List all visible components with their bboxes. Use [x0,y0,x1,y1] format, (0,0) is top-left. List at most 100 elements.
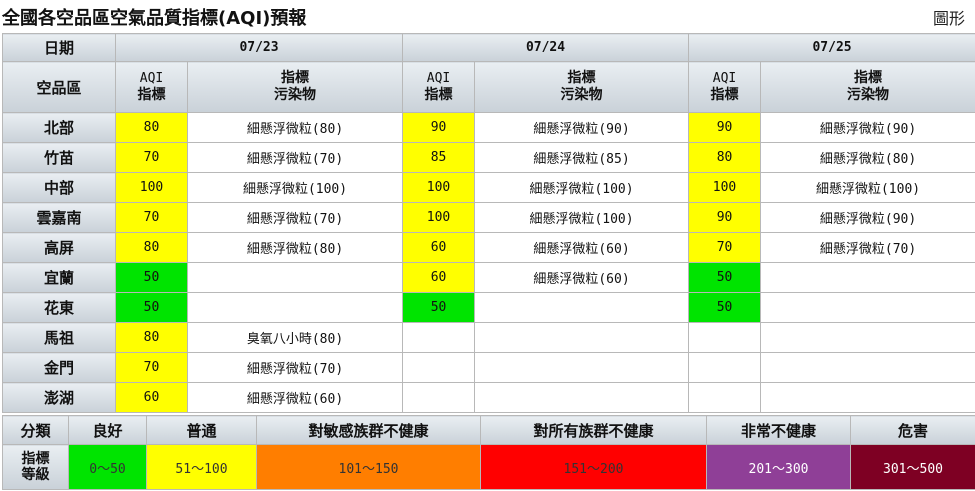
aqi-value-cell: 100 [402,202,476,233]
aqi-value-cell: 100 [688,172,762,203]
aqi-value-cell: 50 [688,262,762,293]
pollutant-cell: 細懸浮微粒(60) [186,382,404,413]
legend-index-line1: 指標 [21,451,50,467]
legend-name-sensitive: 對敏感族群不健康 [256,415,481,445]
legend-index-header: 指標 等級 [2,444,69,490]
pollutant-cell [760,352,975,383]
table-row: 馬祖 80 臭氧八小時(80) [2,322,975,353]
date-header: 日期 [2,33,116,62]
pollutant-subheader-line2: 污染物 [560,87,603,103]
date-col-0725: 07/25 [688,33,975,62]
aqi-subheader-line1: AQI [139,71,164,86]
region-name: 中部 [2,172,116,203]
table-row: 宜蘭 50 60 細懸浮微粒(60) 50 [2,262,975,293]
pollutant-cell: 細懸浮微粒(100) [474,172,690,203]
aqi-subheader-line2: 指標 [424,87,453,103]
aqi-subheader-line2: 指標 [137,87,166,103]
pollutant-cell: 細懸浮微粒(80) [186,112,404,143]
aqi-value-cell: 100 [402,172,476,203]
pollutant-cell: 細懸浮微粒(70) [760,232,975,263]
legend-range-very-unhealthy: 201～300 [706,444,851,490]
table-row: 澎湖 60 細懸浮微粒(60) [2,382,975,413]
pollutant-subheader-line2: 污染物 [274,87,316,103]
pollutant-cell [186,262,404,293]
aqi-value-cell: 80 [115,322,188,353]
pollutant-cell [474,292,690,323]
table-row: 北部 80 細懸浮微粒(80) 90 細懸浮微粒(90) 90 細懸浮微粒(90) [2,112,975,143]
aqi-legend-table: 分類 良好 普通 對敏感族群不健康 對所有族群不健康 非常不健康 危害 指標 等級… [2,415,975,490]
aqi-forecast-table: 日期 07/23 07/24 07/25 空品區 AQI 指標 指標 污染物 AQI… [2,33,975,413]
region-name: 雲嘉南 [2,202,116,233]
graph-view-link[interactable]: 圖形 [933,9,966,28]
pollutant-cell: 細懸浮微粒(70) [186,352,404,383]
aqi-value-cell: 85 [402,142,476,173]
aqi-value-cell: 100 [115,172,188,203]
aqi-value-cell: 60 [402,232,476,263]
legend-name-very-unhealthy: 非常不健康 [706,415,851,445]
pollutant-cell [474,382,690,413]
aqi-value-cell: 50 [688,292,762,323]
pollutant-cell [474,322,690,353]
aqi-value-cell: 90 [688,202,762,233]
pollutant-cell: 細懸浮微粒(80) [186,232,404,263]
table-row: 花東 50 50 50 [2,292,975,323]
pollutant-cell [760,382,975,413]
aqi-value-cell [402,322,476,353]
aqi-value-cell [688,382,762,413]
aqi-subheader: AQI 指標 [688,61,762,113]
region-name: 澎湖 [2,382,116,413]
aqi-value-cell: 50 [402,292,476,323]
region-name: 金門 [2,352,116,383]
pollutant-cell: 細懸浮微粒(100) [474,202,690,233]
pollutant-cell: 臭氧八小時(80) [186,322,404,353]
legend-range-unhealthy: 151～200 [480,444,707,490]
pollutant-subheader-line1: 指標 [281,70,309,86]
aqi-value-cell: 90 [402,112,476,143]
pollutant-cell: 細懸浮微粒(70) [186,202,404,233]
legend-name-unhealthy: 對所有族群不健康 [480,415,707,445]
aqi-value-cell [402,352,476,383]
legend-range-good: 0～50 [68,444,147,490]
pollutant-cell: 細懸浮微粒(60) [474,232,690,263]
aqi-value-cell: 60 [402,262,476,293]
aqi-subheader: AQI 指標 [115,61,188,113]
legend-category-header: 分類 [2,415,69,445]
aqi-subheader-line2: 指標 [710,87,739,103]
forecast-rows: 北部 80 細懸浮微粒(80) 90 細懸浮微粒(90) 90 細懸浮微粒(90) 竹苗 70 細… [2,112,975,413]
aqi-value-cell [688,322,762,353]
region-header: 空品區 [2,61,116,113]
pollutant-cell: 細懸浮微粒(90) [760,202,975,233]
aqi-value-cell: 80 [115,232,188,263]
aqi-subheader: AQI 指標 [402,61,476,113]
legend-range-hazardous: 301～500 [850,444,975,490]
pollutant-cell: 細懸浮微粒(60) [474,262,690,293]
aqi-value-cell: 80 [115,112,188,143]
table-row: 竹苗 70 細懸浮微粒(70) 85 細懸浮微粒(85) 80 細懸浮微粒(80) [2,142,975,173]
aqi-value-cell: 60 [115,382,188,413]
pollutant-cell: 細懸浮微粒(100) [760,172,975,203]
aqi-value-cell: 50 [115,262,188,293]
date-col-0723: 07/23 [114,33,404,62]
table-row: 雲嘉南 70 細懸浮微粒(70) 100 細懸浮微粒(100) 90 細懸浮微粒(90) [2,202,975,233]
pollutant-cell: 細懸浮微粒(90) [474,112,690,143]
region-name: 宜蘭 [2,262,116,293]
aqi-value-cell [688,352,762,383]
pollutant-cell: 細懸浮微粒(80) [760,142,975,173]
pollutant-subheader-line2: 污染物 [847,87,890,103]
pollutant-cell: 細懸浮微粒(70) [186,142,404,173]
region-name: 馬祖 [2,322,116,353]
aqi-subheader-line1: AQI [712,71,737,86]
aqi-value-cell: 80 [688,142,762,173]
legend-name-moderate: 普通 [146,415,257,445]
pollutant-cell [186,292,404,323]
pollutant-subheader: 指標 污染物 [474,61,690,113]
pollutant-cell [474,352,690,383]
pollutant-cell: 細懸浮微粒(100) [186,172,404,203]
aqi-subheader-line1: AQI [426,71,451,86]
pollutant-subheader-line1: 指標 [567,70,596,86]
legend-index-line2: 等級 [21,467,50,483]
pollutant-cell: 細懸浮微粒(85) [474,142,690,173]
table-row: 高屏 80 細懸浮微粒(80) 60 細懸浮微粒(60) 70 細懸浮微粒(70) [2,232,975,263]
region-name: 北部 [2,112,116,143]
pollutant-cell [760,292,975,323]
